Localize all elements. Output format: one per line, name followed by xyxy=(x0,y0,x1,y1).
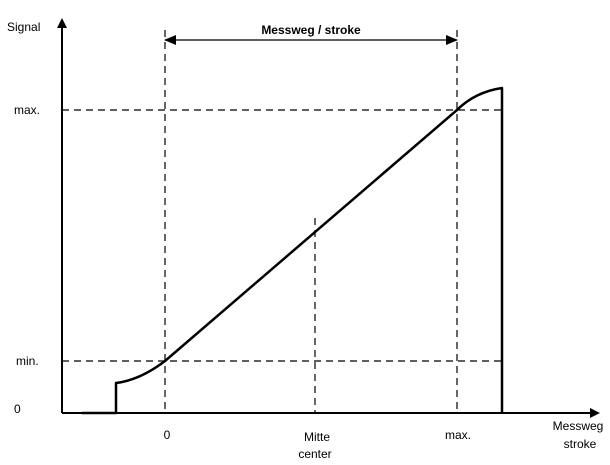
x-tick-max: max. xyxy=(445,428,471,442)
x-axis-label-line2: stroke xyxy=(564,437,597,451)
y-axis-label: Signal xyxy=(7,20,40,34)
x-tick-center-line2: center xyxy=(298,447,331,461)
y-tick-max: max. xyxy=(14,103,40,117)
x-axis-label-line1: Messweg xyxy=(553,419,604,433)
x-tick-zero: 0 xyxy=(164,428,171,442)
x-tick-center-line1: Mitte xyxy=(304,430,330,444)
y-tick-min: min. xyxy=(16,354,39,368)
y-tick-zero: 0 xyxy=(14,402,21,416)
signal-curve xyxy=(82,86,504,415)
stroke-dimension-label: Messweg / stroke xyxy=(261,23,361,37)
